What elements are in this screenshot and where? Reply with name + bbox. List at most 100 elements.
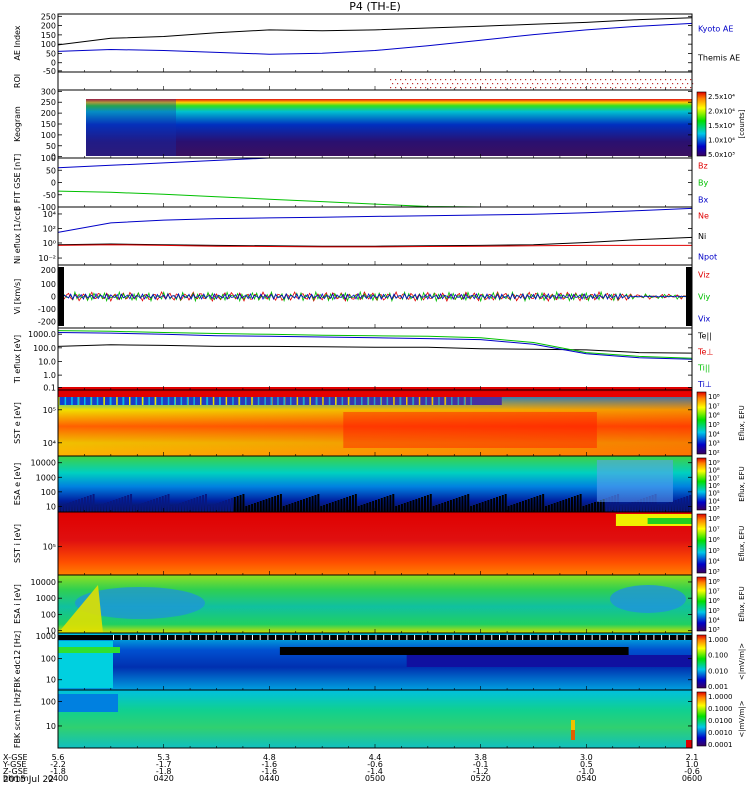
esa-e-stripe xyxy=(265,499,268,512)
fbk-e-tick xyxy=(637,635,639,640)
esa-e-stripe xyxy=(671,501,674,512)
esa-e-stripe xyxy=(403,503,406,512)
colorbar-tick-label: 10³ xyxy=(708,626,720,634)
esa-e-stripe xyxy=(213,504,216,512)
roi-dot xyxy=(650,79,652,81)
y-tick-label: 10⁴ xyxy=(43,210,56,219)
ephemeris-value: -1.6 xyxy=(262,767,278,776)
legend-entry: Themis AE xyxy=(697,54,740,63)
esa-e-stripe xyxy=(415,499,418,512)
esa-e-stripe xyxy=(95,506,98,512)
roi-dot xyxy=(592,83,594,85)
esa-e-stripe xyxy=(89,495,92,512)
fbk-e-tick xyxy=(360,635,362,640)
esa-e-stripe xyxy=(86,496,89,512)
esa-e-stripe xyxy=(493,498,496,512)
y-tick-label: 10000 xyxy=(31,578,56,587)
roi-dot xyxy=(667,83,669,85)
roi-dot xyxy=(505,87,507,89)
roi-dot xyxy=(525,87,527,89)
roi-dot xyxy=(522,83,524,85)
colorbar xyxy=(696,634,707,689)
roi-dot xyxy=(442,83,444,85)
y-tick-label: 200 xyxy=(41,266,56,275)
colorbar-tick-label: 10⁶ xyxy=(708,597,720,605)
roi-dot xyxy=(542,83,544,85)
y-tick-label: 10⁴ xyxy=(43,439,56,448)
esa-e-stripe xyxy=(668,502,671,512)
esa-e-stripe xyxy=(467,494,470,512)
y-axis-label: ESA i [eV] xyxy=(13,584,22,624)
roi-dot xyxy=(677,83,679,85)
fbk-e-tick xyxy=(529,635,531,640)
fbk-b-left-block xyxy=(58,694,118,712)
roi-dot xyxy=(470,87,472,89)
roi-dot xyxy=(410,87,412,89)
fbk-e-tick xyxy=(306,635,307,640)
roi-dot xyxy=(517,83,519,85)
fbk-e-tick xyxy=(583,635,585,640)
colorbar-tick-label: 10⁷ xyxy=(708,526,720,534)
esa-e-stripe xyxy=(141,503,144,512)
esa-e-stripe xyxy=(683,497,686,512)
colorbar-tick-label: 10⁵ xyxy=(708,421,720,429)
roi-dot xyxy=(610,87,612,89)
ephemeris-value: 0.5 xyxy=(580,760,593,769)
colorbar-tick-label: 2.0x10⁴ xyxy=(708,108,735,116)
roi-dot xyxy=(415,87,417,89)
esa-e-stripe xyxy=(216,503,219,512)
y-axis-label: Keogram xyxy=(13,106,22,142)
ephemeris-value: 4.4 xyxy=(369,753,382,762)
fbk-e-tick xyxy=(622,635,624,640)
roi-dot xyxy=(570,79,572,81)
roi-dot xyxy=(485,87,487,89)
fbk-e-tick xyxy=(159,635,161,640)
esa-e-stripe xyxy=(317,494,320,512)
roi-dot xyxy=(490,87,492,89)
esa-e-stripe xyxy=(536,496,539,512)
fbk-e-tick xyxy=(136,635,138,640)
y-axis-label: FBK edc12 [Hz] xyxy=(13,631,22,692)
roi-dot xyxy=(452,83,454,85)
roi-dot xyxy=(625,87,627,89)
y-tick-label: 100 xyxy=(41,488,56,497)
esa-e-stripe xyxy=(455,498,458,512)
esa-e-stripe xyxy=(75,500,78,512)
fbk-e-tick xyxy=(437,635,439,640)
roi-dot xyxy=(470,79,472,81)
roi-dot xyxy=(515,87,517,89)
roi-dot xyxy=(620,79,622,81)
fbk-e-deep-band xyxy=(406,655,692,667)
roi-dot xyxy=(465,87,467,89)
esa-e-stripe xyxy=(337,500,340,512)
fbk-e-tick xyxy=(352,635,354,640)
esa-e-stripe xyxy=(69,502,72,512)
esa-e-stripe xyxy=(452,499,455,512)
y-tick-label: 0 xyxy=(51,179,56,188)
roi-dot xyxy=(660,87,662,89)
colorbar-unit: Eflux, EFU xyxy=(738,526,746,561)
roi-dot xyxy=(575,79,577,81)
colorbar-tick-label: 10⁷ xyxy=(708,588,720,596)
y-tick-label: 1000 xyxy=(36,632,56,641)
legend-entry: Bx xyxy=(698,196,708,205)
fbk-e-tick xyxy=(475,635,477,640)
esa-e-stripe xyxy=(202,495,205,512)
esa-e-stripe xyxy=(285,505,288,512)
ephemeris-value: 0420 xyxy=(153,774,173,783)
roi-dot xyxy=(422,83,424,85)
y-tick-label: 10⁵ xyxy=(43,406,56,415)
colorbar-tick-label: 10⁶ xyxy=(708,536,720,544)
esa-e-stripe xyxy=(369,502,372,512)
esa-e-stripe xyxy=(527,499,530,512)
fbk-e-tick xyxy=(213,635,215,640)
colorbar-unit: <|mV/m|> xyxy=(738,700,746,737)
sst-e-right-tint xyxy=(58,390,692,456)
roi-dot xyxy=(587,83,589,85)
roi-dot xyxy=(595,79,597,81)
roi-dot xyxy=(675,79,677,81)
roi-dot xyxy=(527,83,529,85)
ephemeris-value: -2.2 xyxy=(50,760,66,769)
colorbar-tick-label: 10⁴ xyxy=(708,616,720,624)
